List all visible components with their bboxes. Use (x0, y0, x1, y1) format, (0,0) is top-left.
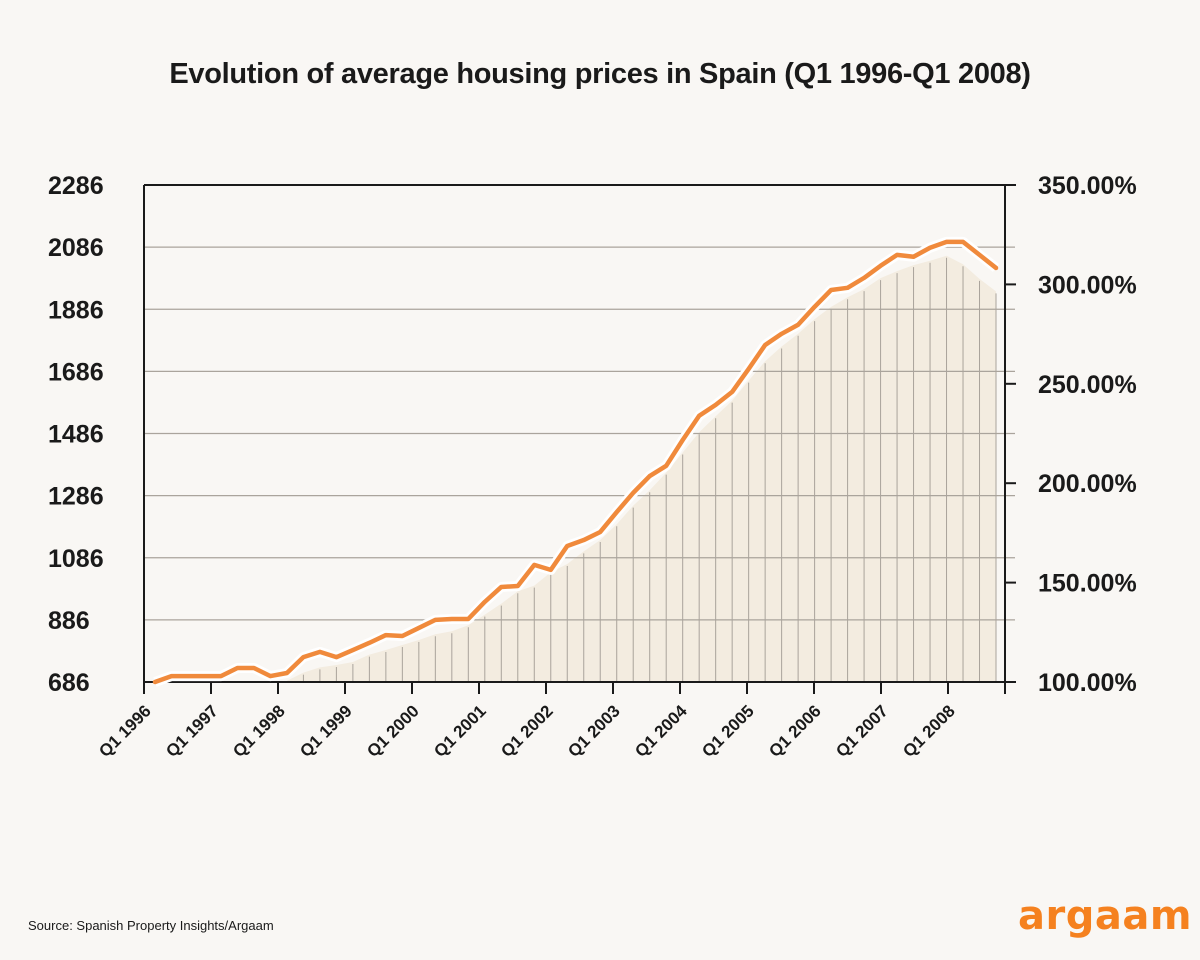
x-tick-label: Q1 2001 (430, 701, 490, 761)
x-tick-label: Q1 1999 (296, 701, 356, 761)
y-left-tick-label: 1486 (48, 421, 104, 449)
y-right-tick-label: 150.00% (1038, 570, 1137, 598)
y-right-tick-label: 200.00% (1038, 470, 1137, 498)
area-fill (286, 255, 996, 683)
y-right-tick-label: 250.00% (1038, 371, 1137, 399)
x-tick-label: Q1 1996 (95, 701, 155, 761)
x-tick-label: Q1 1998 (229, 701, 289, 761)
y-left-tick-label: 886 (48, 607, 90, 635)
x-tick-label: Q1 2002 (497, 701, 557, 761)
chart-title: Evolution of average housing prices in S… (169, 58, 1031, 90)
y-left-tick-label: 2086 (48, 234, 104, 262)
x-tick-label: Q1 2003 (564, 701, 624, 761)
series-line (152, 239, 999, 685)
x-tick-label: Q1 1997 (162, 701, 222, 761)
y-right-tick-label: 350.00% (1038, 172, 1137, 200)
y-left-tick-label: 1286 (48, 483, 104, 511)
x-tick-label: Q1 2004 (631, 701, 691, 761)
y-left-tick-label: 1686 (48, 358, 104, 386)
y-left-tick-label: 686 (48, 669, 90, 697)
y-right-tick-label: 100.00% (1038, 669, 1137, 697)
x-tick-label: Q1 2007 (832, 701, 892, 761)
y-left-tick-label: 2286 (48, 172, 104, 200)
y-left-tick-label: 1886 (48, 296, 104, 324)
source-note: Source: Spanish Property Insights/Argaam (28, 918, 274, 933)
x-tick-label: Q1 2008 (899, 701, 959, 761)
x-tick-label: Q1 2000 (363, 701, 423, 761)
argaam-logo: argaam (1018, 893, 1193, 939)
x-tick-label: Q1 2005 (698, 701, 758, 761)
x-tick-label: Q1 2006 (765, 701, 825, 761)
y-right-tick-label: 300.00% (1038, 271, 1137, 299)
y-left-tick-label: 1086 (48, 545, 104, 573)
